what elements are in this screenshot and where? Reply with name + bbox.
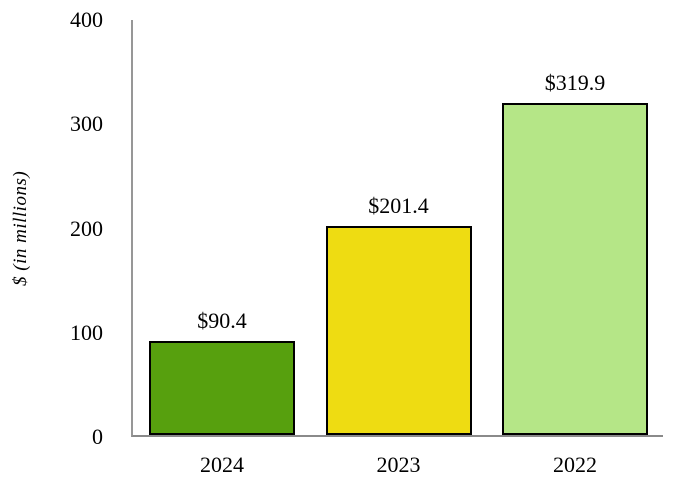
y-tick-label-200: 200 xyxy=(70,215,103,241)
x-axis-label: 2024 xyxy=(200,452,244,477)
y-tick-label-400: 400 xyxy=(70,7,103,32)
bars-container: $90.4 2024 $201.4 2023 $319.9 2022 xyxy=(133,20,663,476)
y-tick-label-100: 100 xyxy=(70,319,103,345)
bar-group-2024: $90.4 2024 xyxy=(149,20,295,476)
x-axis-label: 2023 xyxy=(376,452,421,477)
bar-group-2023: $201.4 2023 xyxy=(325,20,472,476)
plot-area: $90.4 2024 $201.4 2023 $319.9 2022 xyxy=(131,20,663,476)
bar-value-label: $319.9 xyxy=(544,70,606,96)
y-tick-label-0: 0 xyxy=(92,424,103,449)
bar-2024 xyxy=(149,341,295,435)
bar-2022 xyxy=(502,103,648,435)
y-tick-label-300: 300 xyxy=(70,111,103,137)
x-axis-label: 2022 xyxy=(553,452,597,477)
bar-value-label: $90.4 xyxy=(197,308,247,334)
bar-2023 xyxy=(325,226,472,435)
bar-group-2022: $319.9 2022 xyxy=(502,20,648,476)
bar-value-label: $201.4 xyxy=(368,193,429,219)
